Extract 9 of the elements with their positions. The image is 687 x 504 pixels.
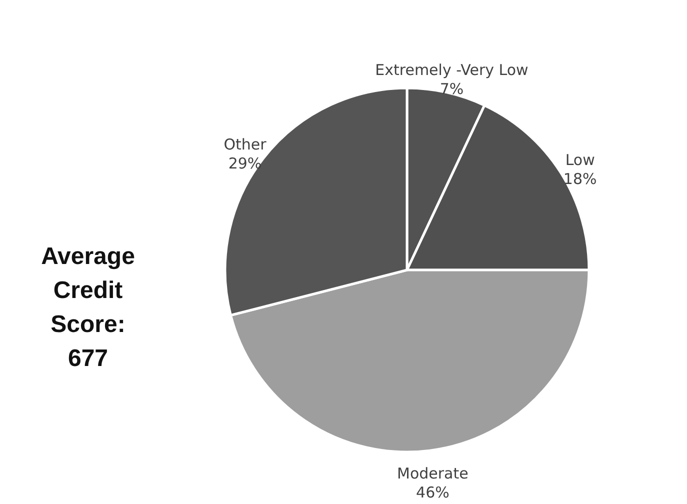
data-label: 29% bbox=[228, 154, 262, 172]
slice-label: Other bbox=[224, 135, 268, 154]
data-label: 7% bbox=[440, 80, 464, 98]
slice-label: Moderate bbox=[397, 464, 468, 482]
text: Average Credit Score: 677 bbox=[40, 242, 136, 374]
slice-label: Extremely -Very Low bbox=[375, 60, 528, 79]
data-label: 18% bbox=[563, 170, 597, 188]
data-label: 46% bbox=[416, 483, 450, 502]
slice-label: Low bbox=[565, 151, 595, 170]
